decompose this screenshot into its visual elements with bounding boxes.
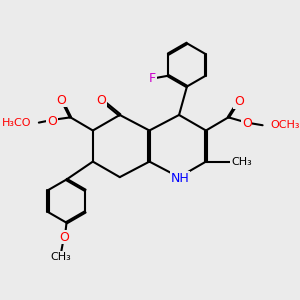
Text: O: O [47,115,57,128]
Text: O: O [56,94,66,107]
Text: CH₃: CH₃ [231,157,252,166]
Text: O: O [242,117,252,130]
Text: O: O [234,95,244,108]
Text: O: O [96,94,106,107]
Text: OCH₃: OCH₃ [271,120,300,130]
Text: CH₃: CH₃ [51,252,72,262]
Text: H₃CO: H₃CO [2,118,31,128]
Text: NH: NH [171,172,190,185]
Text: O: O [59,231,69,244]
Text: F: F [149,72,156,85]
